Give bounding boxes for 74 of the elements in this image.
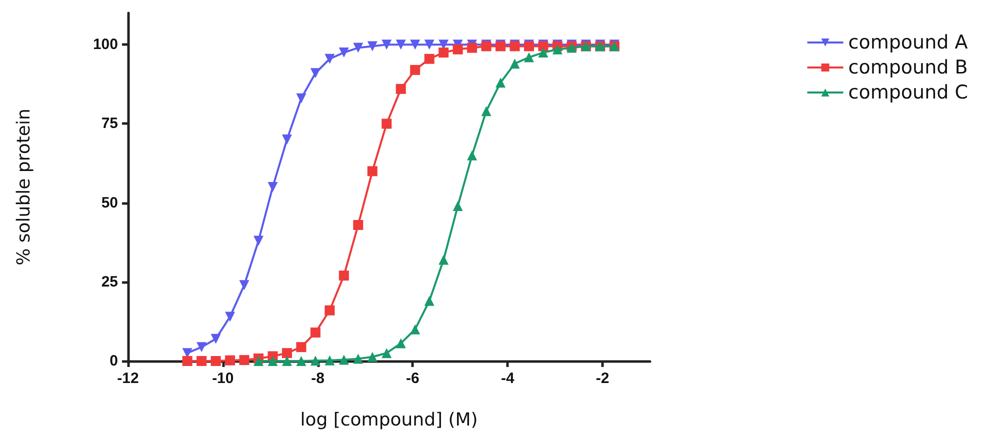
point	[268, 356, 278, 366]
x-tick-label: -4	[500, 370, 515, 387]
x-tick-label: -8	[311, 370, 324, 387]
point	[438, 48, 449, 58]
point	[424, 40, 434, 50]
point	[452, 44, 463, 54]
point	[268, 182, 278, 192]
point	[282, 348, 292, 358]
point	[481, 106, 492, 116]
point	[210, 356, 221, 366]
point	[239, 280, 250, 290]
point	[310, 328, 320, 338]
point	[424, 54, 434, 64]
point	[225, 355, 236, 366]
point	[239, 355, 250, 366]
y-tick-label: 100	[92, 36, 118, 54]
point	[338, 270, 349, 281]
point	[282, 134, 292, 145]
y-tick-label: 75	[101, 115, 118, 132]
point	[396, 84, 406, 94]
point	[424, 296, 434, 306]
point	[338, 48, 349, 58]
point	[367, 41, 378, 52]
point	[338, 354, 349, 365]
point	[324, 305, 335, 316]
point	[324, 54, 335, 64]
point	[196, 356, 207, 366]
point	[310, 356, 320, 366]
point	[196, 342, 207, 352]
point	[382, 118, 392, 129]
point	[254, 236, 264, 246]
y-tick-label: 25	[101, 273, 118, 290]
point	[353, 42, 364, 53]
point	[467, 42, 478, 53]
point	[296, 342, 306, 352]
point	[367, 352, 378, 362]
point	[410, 40, 420, 50]
point	[538, 48, 548, 58]
point	[396, 338, 406, 348]
point	[353, 354, 364, 364]
point	[510, 58, 520, 69]
x-tick-label: -6	[406, 370, 420, 387]
x-tick-label: -10	[212, 370, 234, 387]
point	[210, 334, 221, 344]
point	[496, 78, 506, 88]
point	[225, 312, 236, 322]
point	[282, 356, 292, 366]
point	[382, 40, 392, 50]
point	[182, 356, 192, 366]
y-axis-title: % soluble protein	[14, 108, 34, 266]
point	[452, 200, 463, 211]
legend-label: compound B	[848, 56, 968, 78]
point	[467, 150, 478, 160]
legend-label: compound C	[848, 82, 968, 104]
x-tick-label: -12	[117, 370, 139, 387]
point	[254, 356, 264, 366]
point	[324, 355, 335, 366]
point	[382, 348, 392, 358]
point	[524, 52, 534, 62]
point	[552, 44, 562, 54]
y-tick-label: 0	[110, 352, 118, 370]
point	[296, 356, 306, 366]
point	[438, 254, 449, 265]
x-tick-label: -2	[596, 370, 610, 387]
point	[353, 220, 364, 230]
point	[296, 93, 306, 104]
point	[410, 64, 420, 75]
point	[310, 68, 320, 78]
x-axis-title: log [compound] (M)	[300, 410, 478, 430]
y-tick-label: 50	[101, 194, 118, 212]
point	[410, 324, 420, 334]
legend-label: compound A	[848, 32, 968, 54]
point	[367, 166, 378, 176]
point	[396, 40, 406, 50]
